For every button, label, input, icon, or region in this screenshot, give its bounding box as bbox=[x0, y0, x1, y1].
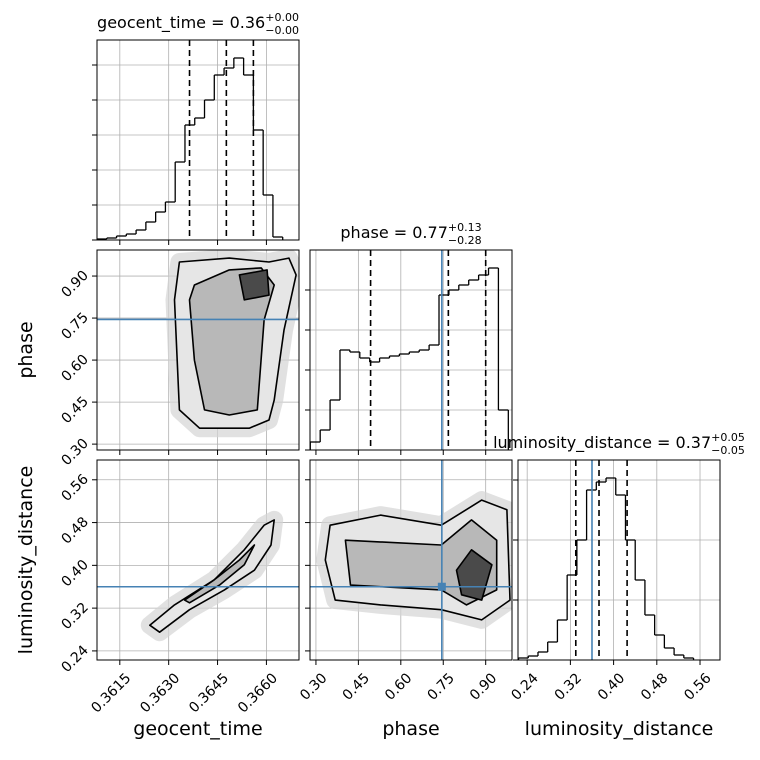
x-tick-label: 0.48 bbox=[638, 670, 671, 703]
y-tick-label: 0.30 bbox=[58, 436, 91, 469]
density-panel bbox=[97, 250, 299, 438]
x-tick-label: 0.24 bbox=[508, 670, 541, 703]
y-tick-label: 0.60 bbox=[58, 352, 91, 385]
title-lower: −0.28 bbox=[448, 234, 482, 247]
panel-frame bbox=[96, 249, 300, 451]
y-tick-label: 0.56 bbox=[58, 471, 91, 504]
density-panel bbox=[97, 510, 299, 642]
panel-title: luminosity_distance = 0.37+0.05 −0.05 bbox=[493, 431, 745, 457]
x-tick-label: 0.3660 bbox=[235, 670, 281, 716]
x-tick-label: 0.3645 bbox=[186, 670, 232, 716]
panel-background bbox=[518, 460, 720, 660]
title-main: luminosity_distance = 0.37 bbox=[493, 433, 711, 453]
y-axis-label: luminosity_distance bbox=[15, 466, 37, 655]
title-lower: −0.05 bbox=[711, 444, 745, 457]
x-tick-label: 0.45 bbox=[340, 670, 373, 703]
panel-frame bbox=[96, 39, 300, 241]
histogram bbox=[518, 460, 695, 660]
panel-frame bbox=[309, 249, 513, 451]
panel-title: geocent_time = 0.36+0.00 −0.00 bbox=[97, 11, 299, 37]
x-axis-label: geocent_time bbox=[133, 718, 262, 740]
x-tick-label: 0.60 bbox=[382, 670, 415, 703]
y-tick-label: 0.40 bbox=[58, 557, 91, 590]
title-main: phase = 0.77 bbox=[340, 223, 447, 242]
x-tick-label: 0.30 bbox=[297, 670, 330, 703]
title-lower: −0.00 bbox=[265, 24, 299, 37]
title-main: geocent_time = 0.36 bbox=[97, 13, 265, 33]
title-upper: +0.05 bbox=[711, 431, 745, 444]
panel-frame bbox=[309, 459, 513, 661]
x-tick-label: 0.56 bbox=[681, 670, 714, 703]
histogram bbox=[97, 40, 284, 240]
truth-point bbox=[437, 582, 446, 591]
panel-frame bbox=[517, 459, 721, 661]
y-tick-label: 0.75 bbox=[58, 310, 91, 343]
contour bbox=[183, 544, 256, 604]
x-tick-label: 0.75 bbox=[425, 670, 458, 703]
x-tick-label: 0.32 bbox=[552, 670, 585, 703]
histogram bbox=[310, 250, 509, 450]
x-axis-label: luminosity_distance bbox=[525, 718, 714, 740]
x-tick-label: 0.90 bbox=[467, 670, 500, 703]
density-panel bbox=[310, 460, 512, 660]
y-tick-label: 0.48 bbox=[58, 514, 91, 547]
x-tick-label: 0.40 bbox=[595, 670, 628, 703]
y-tick-label: 0.45 bbox=[58, 394, 91, 427]
panel-frame bbox=[96, 459, 300, 661]
x-tick-label: 0.3615 bbox=[88, 670, 134, 716]
x-axis-label: phase bbox=[382, 718, 439, 740]
panel-background bbox=[97, 40, 299, 240]
y-tick-label: 0.24 bbox=[58, 642, 91, 675]
y-axis-label: phase bbox=[15, 321, 37, 378]
contour bbox=[188, 267, 275, 416]
title-upper: +0.00 bbox=[265, 11, 299, 24]
panel-title: phase = 0.77+0.13 −0.28 bbox=[340, 221, 481, 247]
contour bbox=[238, 269, 270, 301]
y-tick-label: 0.32 bbox=[58, 600, 91, 633]
y-tick-label: 0.90 bbox=[58, 268, 91, 301]
x-tick-label: 0.3630 bbox=[137, 670, 183, 716]
title-upper: +0.13 bbox=[448, 221, 482, 234]
